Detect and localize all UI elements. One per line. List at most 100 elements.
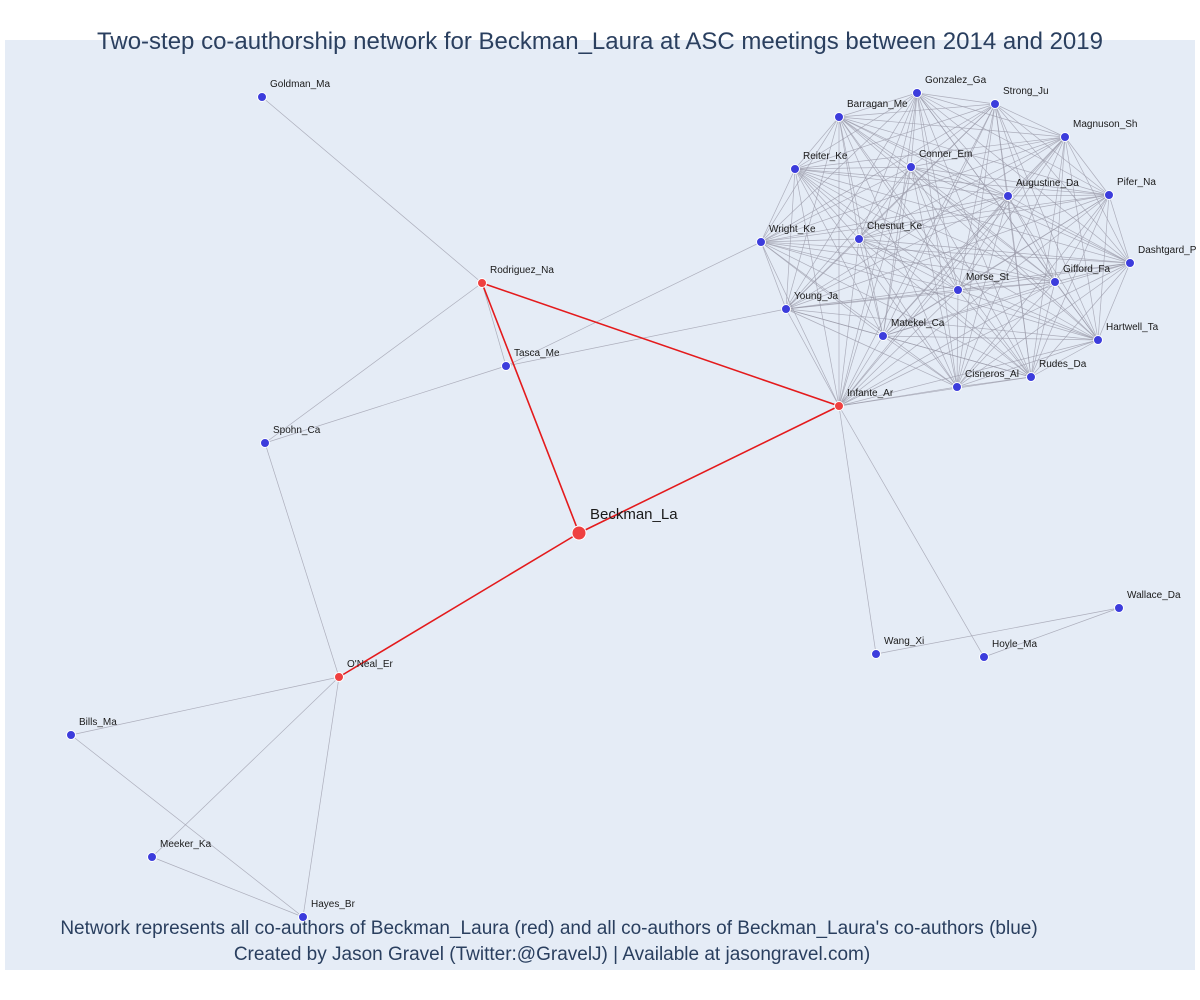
edge-180 [956, 281, 1056, 388]
edge-190 [956, 376, 1032, 388]
node-26[interactable] [781, 304, 791, 314]
edge-166 [882, 262, 1131, 337]
edge-92 [1064, 136, 1131, 264]
edge-19 [983, 607, 1120, 658]
edge-18 [875, 607, 1120, 655]
edge-133 [1007, 195, 1099, 341]
edge-186 [882, 335, 1032, 378]
node-6[interactable] [260, 438, 270, 448]
edge-38 [916, 92, 996, 105]
node-24[interactable] [953, 285, 963, 295]
edge-89 [1064, 136, 1110, 196]
edge-163 [957, 262, 1131, 291]
edge-117 [910, 166, 1131, 264]
node-29[interactable] [1026, 372, 1036, 382]
edge-32 [838, 281, 1056, 407]
node-12[interactable] [1114, 603, 1124, 613]
edge-156 [858, 238, 959, 291]
node-1[interactable] [477, 278, 487, 288]
edge-172 [882, 289, 959, 337]
edge-79 [838, 116, 959, 291]
node-label-24: Morse_St [966, 272, 1009, 283]
edge-10 [264, 442, 340, 678]
edge-71 [838, 116, 1066, 138]
node-25[interactable] [1050, 277, 1060, 287]
edge-20 [838, 92, 918, 407]
node-30[interactable] [952, 382, 962, 392]
node-16[interactable] [1060, 132, 1070, 142]
edge-128 [1007, 195, 1131, 264]
node-9[interactable] [298, 912, 308, 922]
node-label-22: Chesnut_Ke [867, 221, 922, 232]
node-label-1: Rodriguez_Na [490, 265, 554, 276]
edge-130 [1007, 195, 1056, 283]
node-2[interactable] [834, 401, 844, 411]
edge-91 [858, 136, 1066, 240]
node-8[interactable] [147, 852, 157, 862]
node-11[interactable] [979, 652, 989, 662]
edge-126 [760, 195, 1009, 243]
edge-37 [838, 386, 958, 407]
edge-103 [760, 168, 796, 243]
edge-129 [957, 195, 1009, 291]
node-13[interactable] [912, 88, 922, 98]
edge-1 [578, 405, 840, 534]
node-7[interactable] [66, 730, 76, 740]
node-15[interactable] [834, 112, 844, 122]
node-label-11: Hoyle_Ma [992, 639, 1037, 650]
edge-4 [261, 96, 483, 284]
node-27[interactable] [878, 331, 888, 341]
edge-157 [858, 238, 1056, 283]
node-label-17: Reiter_Ke [803, 151, 848, 162]
edge-138 [1108, 194, 1131, 264]
edge-115 [760, 166, 912, 243]
edge-65 [994, 103, 1056, 283]
edge-60 [994, 103, 1110, 196]
node-label-27: Matekel_Ca [891, 318, 945, 329]
edge-28 [760, 241, 840, 407]
edge-15 [151, 856, 304, 918]
edge-96 [882, 136, 1066, 337]
node-18[interactable] [906, 162, 916, 172]
edge-13 [302, 676, 340, 918]
edge-58 [910, 103, 996, 168]
node-17[interactable] [790, 164, 800, 174]
node-10[interactable] [871, 649, 881, 659]
edge-145 [956, 194, 1110, 388]
edge-134 [1007, 195, 1032, 378]
edge-3 [481, 282, 840, 407]
edge-9 [505, 308, 787, 367]
edge-114 [910, 166, 1110, 196]
node-20[interactable] [1104, 190, 1114, 200]
edge-12 [151, 676, 340, 858]
edge-81 [785, 116, 840, 310]
edge-173 [957, 289, 1099, 341]
edge-147 [760, 241, 1131, 264]
node-22[interactable] [854, 234, 864, 244]
edge-164 [1054, 262, 1131, 283]
edge-23 [838, 136, 1066, 407]
edge-154 [760, 241, 958, 388]
node-5[interactable] [501, 361, 511, 371]
node-label-9: Hayes_Br [311, 899, 356, 910]
edge-95 [785, 136, 1066, 310]
node-label-10: Wang_Xi [884, 636, 924, 647]
edge-167 [1097, 262, 1131, 341]
node-label-28: Hartwell_Ta [1106, 322, 1159, 333]
node-3[interactable] [334, 672, 344, 682]
edge-140 [1054, 194, 1110, 283]
edge-112 [794, 168, 958, 388]
node-label-3: O'Neal_Er [347, 659, 393, 670]
node-21[interactable] [756, 237, 766, 247]
node-23[interactable] [1125, 258, 1135, 268]
edge-152 [760, 241, 1099, 341]
node-0[interactable] [571, 525, 587, 541]
node-label-12: Wallace_Da [1127, 590, 1181, 601]
edge-75 [838, 116, 1110, 196]
node-4[interactable] [257, 92, 267, 102]
node-19[interactable] [1003, 191, 1013, 201]
edge-64 [957, 103, 996, 291]
node-14[interactable] [990, 99, 1000, 109]
node-28[interactable] [1093, 335, 1103, 345]
edge-148 [760, 241, 959, 291]
